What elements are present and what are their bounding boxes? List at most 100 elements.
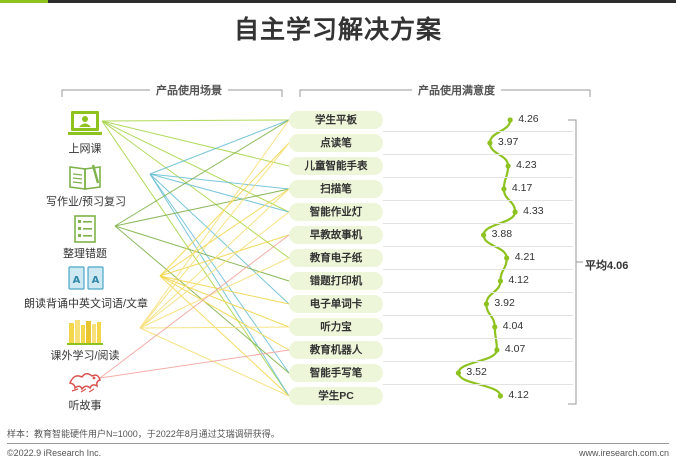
- product-pill: 早教故事机: [289, 226, 383, 244]
- website: www.iresearch.com.cn: [578, 448, 669, 458]
- scenario-label: 写作业/预习复习: [45, 196, 127, 208]
- scenario-homework: 写作业/预习复习: [24, 163, 148, 209]
- score-label: 4.12: [508, 389, 529, 401]
- product-pill: 听力宝: [289, 318, 383, 336]
- product-pill: 教育电子纸: [289, 249, 383, 267]
- row-separator: [383, 154, 573, 155]
- scenario-mistakes: 整理错题: [40, 215, 130, 261]
- connection-line: [149, 173, 290, 397]
- connection-line: [159, 234, 290, 277]
- score-label: 3.97: [497, 136, 519, 148]
- top-bar: [0, 0, 676, 3]
- connection-line: [149, 173, 290, 374]
- connection-line: [159, 275, 290, 397]
- score-label: 3.92: [494, 297, 515, 309]
- connection-line: [159, 275, 290, 351]
- bookshelf-icon: [67, 320, 103, 345]
- scenarios-header: 产品使用场景: [150, 82, 228, 98]
- row-separator: [383, 361, 573, 362]
- connection-line: [101, 120, 290, 167]
- scenario-label: 听故事: [68, 400, 102, 412]
- scenario-label: 课外学习/阅读: [50, 350, 120, 362]
- connection-line: [149, 173, 290, 190]
- scenario-extracurricular: 课外学习/阅读: [30, 317, 140, 363]
- homework-icon: [69, 164, 101, 190]
- top-bar-accent: [0, 0, 48, 3]
- connection-line: [159, 275, 290, 328]
- row-separator: [383, 200, 573, 201]
- connection-line: [101, 120, 290, 213]
- row-separator: [383, 246, 573, 247]
- score-label: 3.88: [491, 228, 513, 240]
- satisfaction-point: [494, 347, 500, 353]
- score-label: 4.17: [511, 182, 533, 194]
- footer-rule: [7, 443, 669, 444]
- connection-line: [114, 119, 290, 227]
- dragon-icon: [68, 373, 101, 393]
- score-label: 4.26: [518, 113, 539, 125]
- connection-line: [159, 188, 290, 277]
- connection-line: [139, 257, 290, 329]
- reading-cards-icon: A A: [68, 266, 104, 290]
- satisfaction-point: [497, 278, 503, 284]
- product-pill: 电子单词卡: [289, 295, 383, 313]
- score-label: 4.23: [516, 159, 537, 171]
- connection-line: [99, 234, 290, 379]
- row-separator: [383, 384, 573, 385]
- product-pill: 错题打印机: [289, 272, 383, 290]
- row-separator: [383, 131, 573, 132]
- satisfaction-point: [507, 117, 513, 123]
- header-brackets: [61, 89, 591, 97]
- page-title: 自主学习解决方案: [233, 16, 442, 44]
- score-label: 4.12: [508, 274, 529, 286]
- product-pill: 智能作业灯: [289, 203, 383, 221]
- scenario-stories: 听故事: [40, 367, 130, 413]
- checklist-icon: [74, 215, 96, 243]
- scenario-label: 上网课: [68, 143, 102, 155]
- svg-text:A: A: [73, 275, 81, 286]
- scenario-online-class: 上网课: [40, 110, 130, 156]
- score-label: 3.52: [466, 366, 487, 378]
- connection-line: [149, 173, 290, 305]
- product-pill: 儿童智能手表: [289, 157, 383, 175]
- satisfaction-point: [497, 393, 503, 399]
- connection-line: [149, 173, 290, 213]
- satisfaction-point: [455, 370, 461, 376]
- score-label: 4.21: [514, 251, 536, 263]
- svg-text:A: A: [92, 275, 100, 286]
- average-bracket: [568, 119, 583, 405]
- row-separator: [383, 315, 573, 316]
- online-class-icon: [68, 111, 102, 135]
- connection-line: [139, 188, 290, 329]
- satisfaction-point: [492, 324, 498, 330]
- scenario-label: 朗读背诵中英文词语/文章: [23, 298, 149, 310]
- connection-line: [114, 188, 290, 227]
- row-separator: [383, 269, 573, 270]
- product-pill: 学生PC: [289, 387, 383, 405]
- product-pill: 学生平板: [289, 111, 383, 129]
- row-separator: [383, 177, 573, 178]
- scenario-reading: A A 朗读背诵中英文词语/文章: [14, 265, 158, 311]
- satisfaction-point: [481, 232, 487, 238]
- connection-line: [139, 326, 290, 329]
- connection-lines: [99, 119, 290, 397]
- scenario-label: 整理错题: [63, 248, 107, 260]
- product-pill: 教育机器人: [289, 341, 383, 359]
- footnote: 样本：教育智能硬件用户N=1000，于2022年8月通过艾瑞调研获得。: [7, 429, 280, 439]
- connection-line: [139, 327, 290, 397]
- connection-line: [139, 211, 290, 329]
- satisfaction-point: [505, 163, 511, 169]
- connection-line: [149, 119, 290, 175]
- satisfaction-point: [501, 186, 507, 192]
- score-label: 4.07: [504, 343, 526, 355]
- satisfaction-curve: [455, 117, 518, 399]
- score-label: 4.04: [502, 320, 524, 332]
- row-separator: [383, 292, 573, 293]
- score-label: 4.33: [523, 205, 544, 217]
- product-pill: 点读笔: [289, 134, 383, 152]
- connection-line: [101, 119, 290, 122]
- connection-line: [139, 142, 290, 329]
- row-separator: [383, 338, 573, 339]
- product-pill: 扫描笔: [289, 180, 383, 198]
- satisfaction-header: 产品使用满意度: [412, 82, 501, 98]
